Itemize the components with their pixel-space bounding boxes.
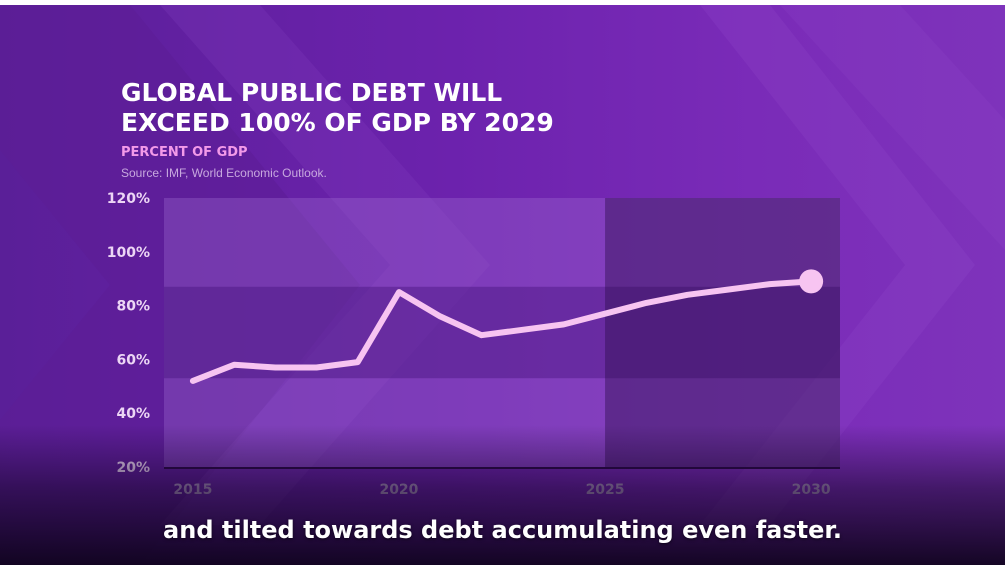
chart-subtitle: PERCENT OF GDP	[121, 145, 248, 160]
y-axis: 120% 100% 80% 60% 40% 20%	[107, 191, 150, 476]
bg-chevron-mid	[160, 5, 490, 525]
projection-region	[605, 198, 840, 467]
x-axis: 2015 2020 2025 2030	[173, 482, 831, 498]
series-line	[189, 278, 815, 384]
top-edge	[0, 0, 1005, 5]
chart-source: Source: IMF, World Economic Outlook.	[121, 166, 327, 180]
x-tick-label: 2015	[173, 482, 212, 498]
y-tick-label: 100%	[107, 245, 150, 261]
x-tick-label: 2025	[586, 482, 625, 498]
y-tick-label: 20%	[116, 460, 150, 476]
y-tick-label: 40%	[116, 406, 150, 422]
y-tick-label: 80%	[116, 299, 150, 315]
x-tick-label: 2020	[379, 482, 418, 498]
series-group	[189, 269, 824, 384]
bg-chevron-right	[700, 5, 975, 525]
y-tick-label: 60%	[116, 352, 150, 368]
bg-stripe	[780, 5, 1005, 250]
video-caption: and tilted towards debt accumulating eve…	[163, 516, 842, 544]
y-tick-label: 120%	[107, 191, 150, 207]
x-tick-label: 2030	[792, 482, 831, 498]
title-line: GLOBAL PUBLIC DEBT WILL EXCEED 100% OF G…	[121, 78, 554, 137]
chart-title: GLOBAL PUBLIC DEBT WILL EXCEED 100% OF G…	[121, 78, 641, 138]
series-endpoint-marker	[799, 269, 824, 294]
